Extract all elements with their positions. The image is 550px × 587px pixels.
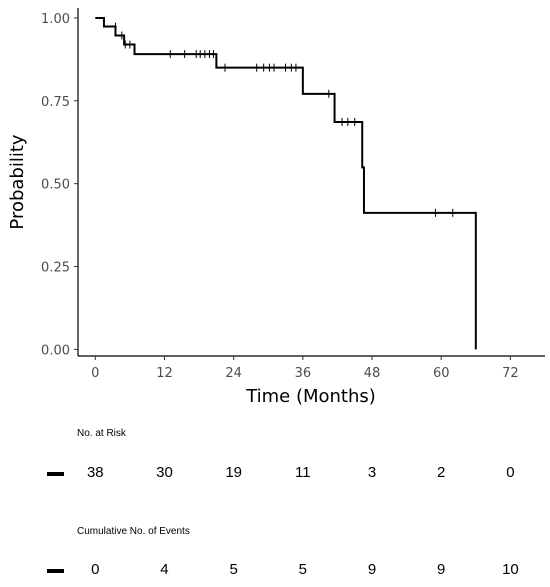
at-risk-strata-dash (47, 472, 64, 476)
y-tick-label: 0.75 (41, 95, 70, 110)
x-tick-label: 12 (156, 366, 173, 381)
x-tick-label: 60 (433, 366, 450, 381)
x-tick-label: 72 (502, 366, 519, 381)
x-tick-label: 0 (91, 366, 99, 381)
at-risk-count: 0 (506, 464, 515, 481)
censor-marks (114, 22, 454, 217)
at-risk-count: 3 (367, 464, 377, 481)
at-risk-count: 11 (295, 464, 311, 481)
events-strata-dash (47, 569, 64, 573)
at-risk-title: No. at Risk (77, 428, 126, 439)
x-tick-label: 48 (364, 366, 381, 381)
km-chart: 0.00 0.25 0.50 0.75 1.00 0 12 24 36 48 60 72 Probab… (7, 8, 545, 407)
cumulative-events-count: 9 (367, 561, 377, 578)
y-axis-title: Probability (7, 134, 28, 229)
chart-axes: 0.00 0.25 0.50 0.75 1.00 0 12 24 36 48 60 72 (41, 8, 545, 381)
at-risk-count: 38 (86, 464, 104, 481)
y-tick-label: 0.00 (41, 343, 70, 358)
x-tick-label: 24 (225, 366, 242, 381)
y-tick-label: 0.50 (41, 178, 70, 193)
at-risk-count: 2 (437, 464, 446, 481)
cumulative-events-count: 5 (298, 561, 308, 578)
at-risk-count: 19 (225, 464, 242, 481)
at-risk-count: 30 (156, 464, 173, 481)
cumulative-events-count: 4 (160, 561, 169, 578)
cumulative-events-count: 9 (437, 561, 446, 578)
x-tick-label: 36 (295, 366, 312, 381)
cumulative-events-count: 5 (229, 561, 238, 578)
events-title: Cumulative No. of Events (77, 526, 190, 537)
y-tick-label: 0.25 (41, 261, 70, 276)
cumulative-events-count: 10 (502, 561, 519, 578)
cumulative-events-count: 0 (91, 561, 100, 578)
y-tick-label: 1.00 (41, 12, 70, 27)
x-axis-title: Time (Months) (245, 386, 376, 407)
